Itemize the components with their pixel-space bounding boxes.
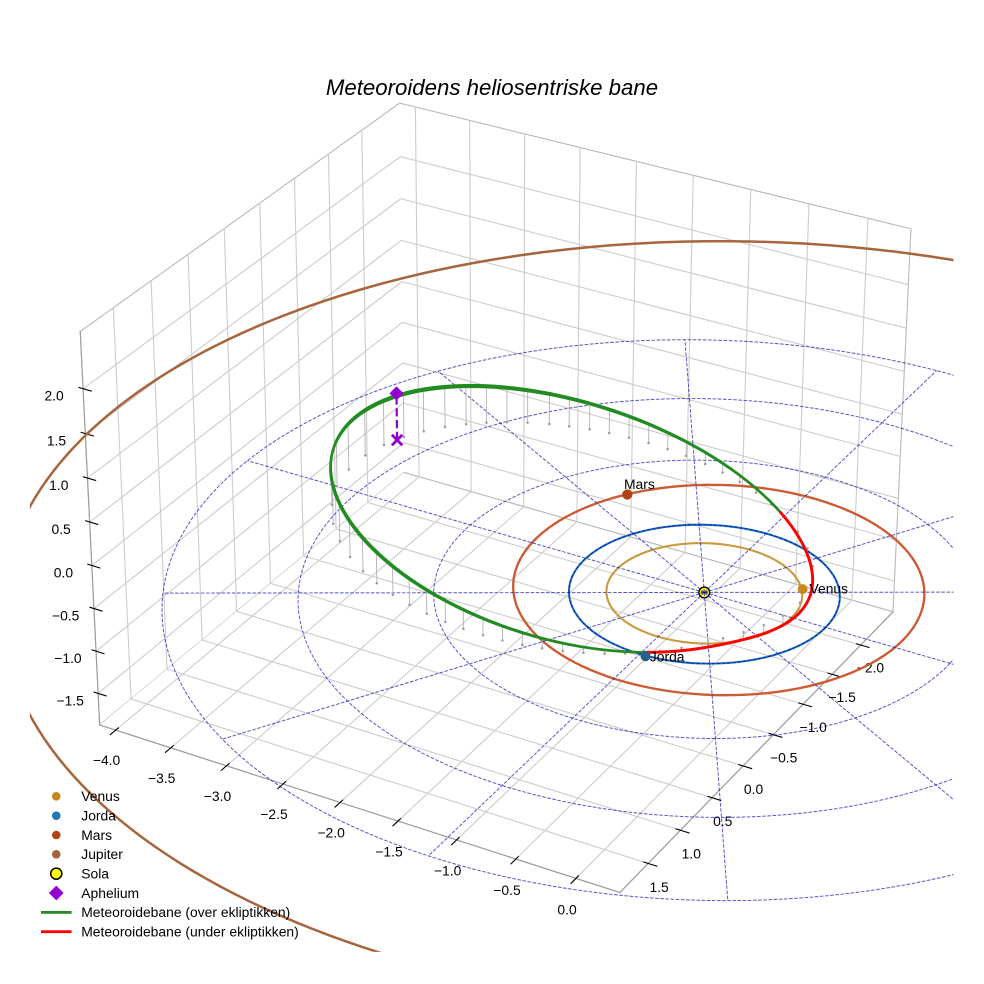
- svg-text:−1.5: −1.5: [828, 689, 856, 705]
- svg-text:−3.5: −3.5: [148, 770, 176, 786]
- svg-text:0.0: 0.0: [744, 781, 764, 797]
- svg-text:2.0: 2.0: [44, 387, 64, 403]
- svg-text:0.0: 0.0: [54, 564, 74, 580]
- svg-text:−4.0: −4.0: [93, 752, 121, 768]
- svg-text:−0.5: −0.5: [493, 882, 521, 898]
- svg-text:−1.0: −1.0: [800, 719, 828, 735]
- svg-text:−1.0: −1.0: [54, 650, 82, 666]
- svg-text:Jupiter: Jupiter: [81, 846, 123, 862]
- svg-text:Mars: Mars: [624, 476, 655, 492]
- svg-text:Meteoroidebane (over ekliptikk: Meteoroidebane (over ekliptikken): [81, 904, 290, 920]
- svg-text:Meteoroidebane (under ekliptik: Meteoroidebane (under ekliptikken): [81, 924, 299, 940]
- svg-text:−3.0: −3.0: [204, 788, 232, 804]
- svg-text:Sola: Sola: [81, 866, 109, 882]
- svg-text:Aphelium: Aphelium: [81, 885, 139, 901]
- svg-text:Jorda: Jorda: [81, 808, 116, 824]
- svg-text:Venus: Venus: [81, 788, 120, 804]
- svg-text:0.0: 0.0: [557, 901, 577, 917]
- svg-text:Meteoroidens heliosentriske ba: Meteoroidens heliosentriske bane: [326, 75, 658, 100]
- svg-text:−2.5: −2.5: [260, 806, 288, 822]
- svg-text:Venus: Venus: [810, 581, 849, 597]
- svg-text:−2.0: −2.0: [317, 825, 345, 841]
- svg-text:−0.5: −0.5: [52, 607, 80, 623]
- svg-text:−1.5: −1.5: [375, 844, 403, 860]
- svg-text:1.5: 1.5: [47, 432, 67, 448]
- svg-text:1.0: 1.0: [682, 846, 702, 862]
- svg-text:−1.0: −1.0: [434, 863, 462, 879]
- svg-text:1.0: 1.0: [49, 477, 69, 493]
- svg-text:0.5: 0.5: [713, 813, 733, 829]
- svg-text:Jorda: Jorda: [650, 649, 685, 665]
- svg-text:−1.5: −1.5: [56, 692, 84, 708]
- svg-text:−2.0: −2.0: [857, 659, 885, 675]
- svg-text:−0.5: −0.5: [770, 750, 798, 766]
- svg-text:0.5: 0.5: [51, 521, 71, 537]
- svg-text:1.5: 1.5: [649, 879, 669, 895]
- svg-text:Mars: Mars: [81, 827, 112, 843]
